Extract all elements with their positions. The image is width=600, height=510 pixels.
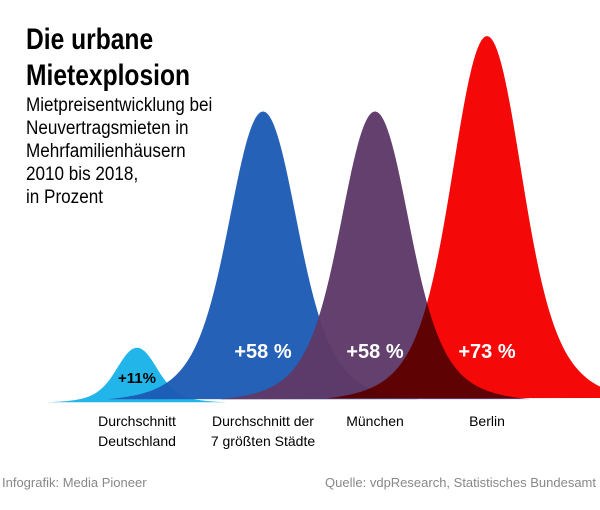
value-label-1: +58 % xyxy=(234,341,291,363)
title-line-1: Die urbane xyxy=(26,23,154,56)
peak-chart: +11% +58 % +58 % +73 % Durchschnitt Deutschla… xyxy=(44,36,600,449)
chart-title: Die urbane Mietexplosion xyxy=(26,22,190,94)
peak-3 xyxy=(327,36,600,399)
category-label-1-0: Durchschnitt der xyxy=(212,413,314,429)
category-label-3-0: Berlin xyxy=(469,413,505,429)
source-text: Quelle: vdpResearch, Statistisches Bunde… xyxy=(325,475,596,490)
value-label-0: +11% xyxy=(118,370,156,387)
value-label-3: +73 % xyxy=(458,341,515,363)
category-label-0-0: Durchschnitt xyxy=(98,413,176,429)
chart-subtitle: Mietpreisentwicklung bei Neuvertragsmiet… xyxy=(26,95,213,208)
category-label-1-1: 7 größten Städte xyxy=(211,433,316,449)
category-label-2-0: München xyxy=(346,413,404,429)
title-line-2: Mietexplosion xyxy=(26,59,191,92)
peak-0 xyxy=(44,347,229,403)
peak-2 xyxy=(219,111,530,400)
credit-text: Infografik: Media Pioneer xyxy=(2,475,147,490)
value-label-2: +58 % xyxy=(346,341,403,363)
category-label-0-1: Deutschland xyxy=(98,433,176,449)
peak-1 xyxy=(107,111,418,400)
